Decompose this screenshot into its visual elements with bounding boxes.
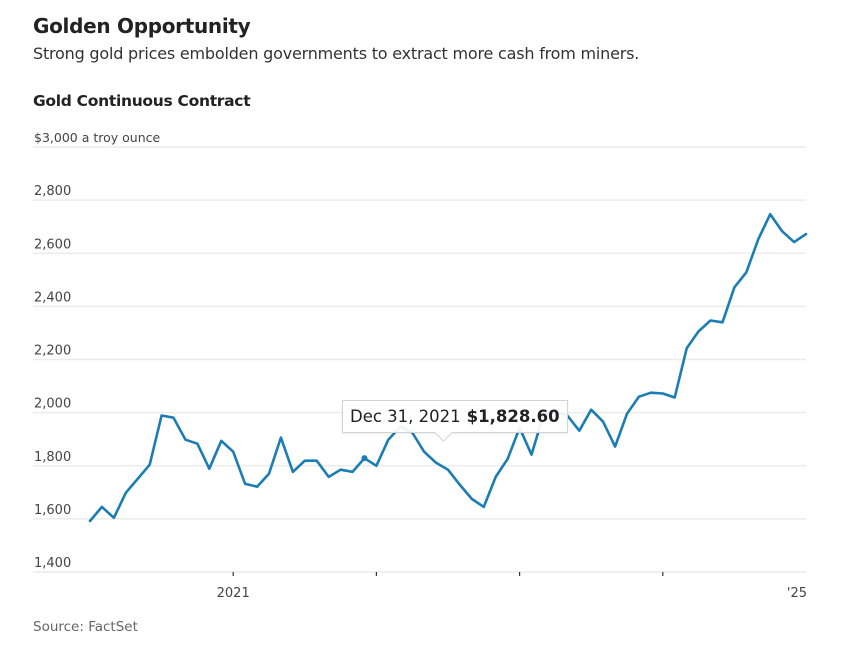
data-point-2024-07[interactable] [729, 282, 739, 292]
data-point-2023-06[interactable] [574, 426, 584, 436]
data-point-2023-12[interactable] [646, 388, 656, 398]
data-point-2022-05[interactable] [419, 447, 429, 457]
data-point-2024-12[interactable] [789, 237, 799, 247]
headline: Golden Opportunity [33, 14, 251, 38]
data-point-2022-02[interactable] [383, 435, 393, 445]
tooltip: Dec 31, 2021 $1,828.60 [342, 400, 568, 442]
y-tick-label: 2,600 [34, 237, 71, 252]
data-point-2020-03[interactable] [109, 513, 119, 523]
data-point-2023-08[interactable] [598, 417, 608, 427]
data-point-2021-03[interactable] [252, 482, 262, 492]
data-point-2021-09[interactable] [324, 472, 334, 482]
data-point-2022-09[interactable] [467, 494, 477, 504]
data-point-2020-12[interactable] [216, 436, 226, 446]
data-point-2021-01[interactable] [228, 447, 238, 457]
gridlines [33, 146, 806, 573]
data-point-2022-10[interactable] [479, 502, 489, 512]
data-point-2024-01[interactable] [658, 389, 668, 399]
x-tick-label: '25 [787, 586, 807, 601]
data-point-2021-07[interactable] [300, 456, 310, 466]
x-axis: 2021 '25 [217, 572, 807, 601]
price-line [88, 212, 808, 523]
data-point-2022-06[interactable] [431, 458, 441, 468]
data-point-2023-11[interactable] [634, 392, 644, 402]
data-point-2022-08[interactable] [455, 480, 465, 490]
source-note: Source: FactSet [33, 619, 138, 635]
data-points [85, 209, 811, 526]
data-point-2021-04[interactable] [264, 469, 274, 479]
y-axis-labels: 1,400 1,600 1,800 2,000 2,200 2,400 2,600 2,800… [34, 130, 160, 571]
data-point-2020-11[interactable] [204, 464, 214, 474]
data-point-2024-04[interactable] [694, 326, 704, 336]
highlight-marker [361, 455, 368, 462]
data-point-2021-02[interactable] [240, 479, 250, 489]
data-point-2020-05[interactable] [133, 474, 143, 484]
data-point-2022-11[interactable] [491, 472, 501, 482]
data-point-2024-02[interactable] [670, 392, 680, 402]
y-tick-label: 1,400 [34, 556, 71, 571]
subheadline: Strong gold prices embolden governments … [33, 44, 640, 63]
data-point-2022-12[interactable] [503, 454, 513, 464]
y-tick-label: 2,200 [34, 344, 71, 359]
data-point-2021-05[interactable] [276, 433, 286, 443]
data-point-2020-04[interactable] [121, 488, 131, 498]
data-point-2023-10[interactable] [622, 409, 632, 419]
y-tick-label: 1,800 [34, 450, 71, 465]
tooltip-value: $1,828.60 [466, 407, 560, 426]
data-point-2021-10[interactable] [336, 465, 346, 475]
data-point-2024-10[interactable] [765, 209, 775, 219]
data-point-2021-08[interactable] [312, 456, 322, 466]
data-point-2023-02[interactable] [527, 450, 537, 460]
data-point-2024-05[interactable] [706, 315, 716, 325]
data-point-2022-07[interactable] [443, 465, 453, 475]
data-point-2020-06[interactable] [145, 460, 155, 470]
data-point-2024-09[interactable] [753, 234, 763, 244]
chart-title: Gold Continuous Contract [33, 92, 251, 110]
data-point-2020-09[interactable] [180, 435, 190, 445]
data-point-2020-07[interactable] [157, 411, 167, 421]
data-point-2021-06[interactable] [288, 467, 298, 477]
data-point-2024-03[interactable] [682, 343, 692, 353]
y-tick-label: 2,800 [34, 184, 71, 199]
y-tick-label: 2,400 [34, 290, 71, 305]
data-point-2023-07[interactable] [586, 405, 596, 415]
data-point-2020-08[interactable] [169, 413, 179, 423]
data-point-2021-11[interactable] [348, 467, 358, 477]
y-tick-label: 1,600 [34, 503, 71, 518]
data-point-2020-01[interactable] [85, 516, 95, 526]
data-point-2025-01[interactable] [801, 229, 811, 239]
x-tick-label: 2021 [217, 586, 250, 601]
tooltip-date: Dec 31, 2021 [350, 407, 461, 426]
y-tick-label: 2,000 [34, 397, 71, 412]
y-axis-unit-label: $3,000 a troy ounce [34, 130, 160, 145]
data-point-2022-01[interactable] [371, 461, 381, 471]
data-point-2024-11[interactable] [777, 226, 787, 236]
data-point-2020-02[interactable] [97, 502, 107, 512]
data-point-2023-09[interactable] [610, 442, 620, 452]
data-point-2024-06[interactable] [717, 317, 727, 327]
data-point-2024-08[interactable] [741, 267, 751, 277]
data-point-2020-10[interactable] [192, 439, 202, 449]
